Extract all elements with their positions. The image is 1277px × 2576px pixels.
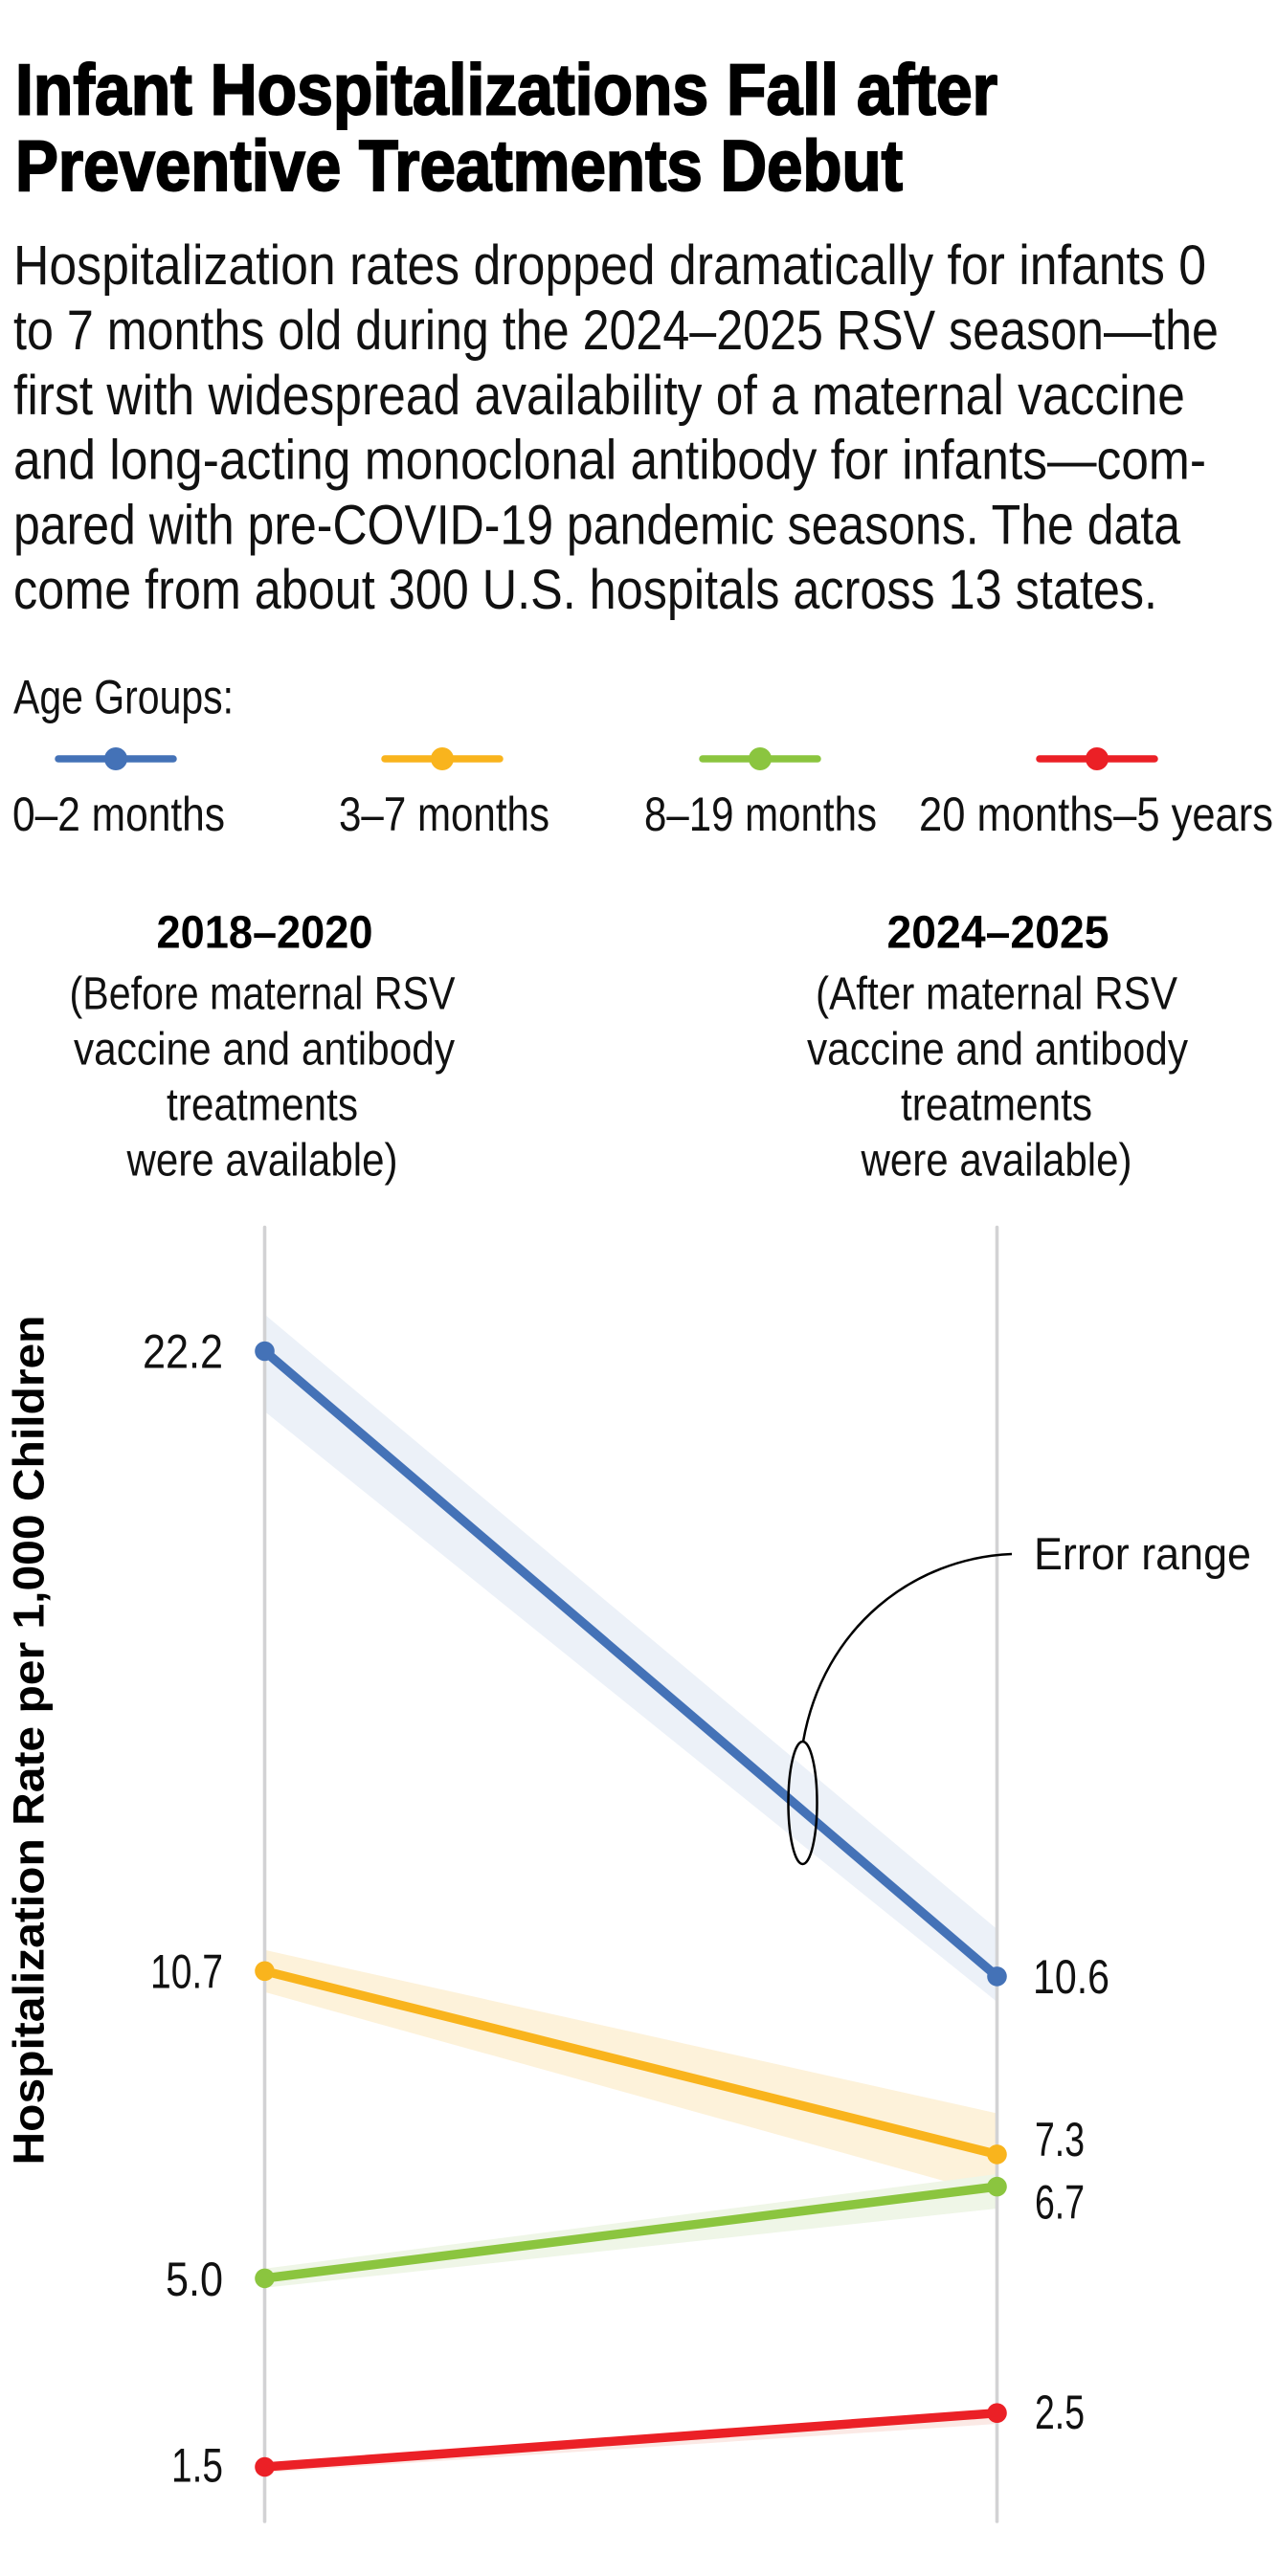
svg-text:3–7 months: 3–7 months: [339, 788, 549, 841]
svg-text:(After maternal RSV: (After maternal RSV: [816, 969, 1177, 1020]
svg-text:1.5: 1.5: [171, 2439, 223, 2493]
svg-text:(Before maternal RSV: (Before maternal RSV: [70, 969, 456, 1020]
svg-text:were available): were available): [861, 1136, 1132, 1187]
svg-text:Hospitalization Rate per 1,000: Hospitalization Rate per 1,000 Children: [5, 1316, 54, 2165]
svg-text:pared with pre-COVID-19 pandem: pared with pre-COVID-19 pandemic seasons…: [13, 494, 1181, 556]
svg-text:8–19 months: 8–19 months: [644, 788, 877, 841]
svg-text:come from about 300 U.S. hospi: come from about 300 U.S. hospitals acros…: [13, 559, 1157, 621]
svg-text:treatments: treatments: [901, 1080, 1092, 1131]
svg-text:were available): were available): [126, 1136, 398, 1187]
svg-text:2018–2020: 2018–2020: [157, 907, 373, 958]
svg-text:and long-acting monoclonal ant: and long-acting monoclonal antibody for …: [13, 430, 1206, 492]
svg-text:Preventive Treatments Debut: Preventive Treatments Debut: [15, 125, 903, 206]
svg-text:22.2: 22.2: [143, 1325, 223, 1379]
svg-text:6.7: 6.7: [1035, 2176, 1085, 2230]
svg-text:2024–2025: 2024–2025: [887, 907, 1109, 958]
svg-text:10.6: 10.6: [1033, 1950, 1109, 2004]
svg-text:20 months–5 years: 20 months–5 years: [919, 788, 1273, 841]
svg-text:2.5: 2.5: [1035, 2386, 1085, 2439]
svg-text:vaccine and antibody: vaccine and antibody: [807, 1025, 1188, 1076]
svg-text:Infant Hospitalizations Fall a: Infant Hospitalizations Fall after: [15, 50, 997, 130]
svg-text:Hospitalization rates dropped: Hospitalization rates dropped dramatical…: [13, 234, 1206, 297]
svg-text:vaccine and antibody: vaccine and antibody: [74, 1025, 455, 1076]
svg-text:to 7 months old during the 202: to 7 months old during the 2024–2025 RSV…: [13, 300, 1219, 362]
svg-text:7.3: 7.3: [1035, 2113, 1085, 2166]
svg-text:Error range: Error range: [1034, 1528, 1251, 1579]
svg-text:treatments: treatments: [167, 1080, 358, 1131]
svg-text:0–2 months: 0–2 months: [12, 788, 225, 841]
svg-text:10.7: 10.7: [150, 1945, 223, 1999]
svg-text:Age Groups:: Age Groups:: [13, 671, 234, 724]
svg-text:first with widespread availabi: first with widespread availability of a …: [13, 365, 1185, 427]
svg-text:5.0: 5.0: [166, 2253, 223, 2306]
